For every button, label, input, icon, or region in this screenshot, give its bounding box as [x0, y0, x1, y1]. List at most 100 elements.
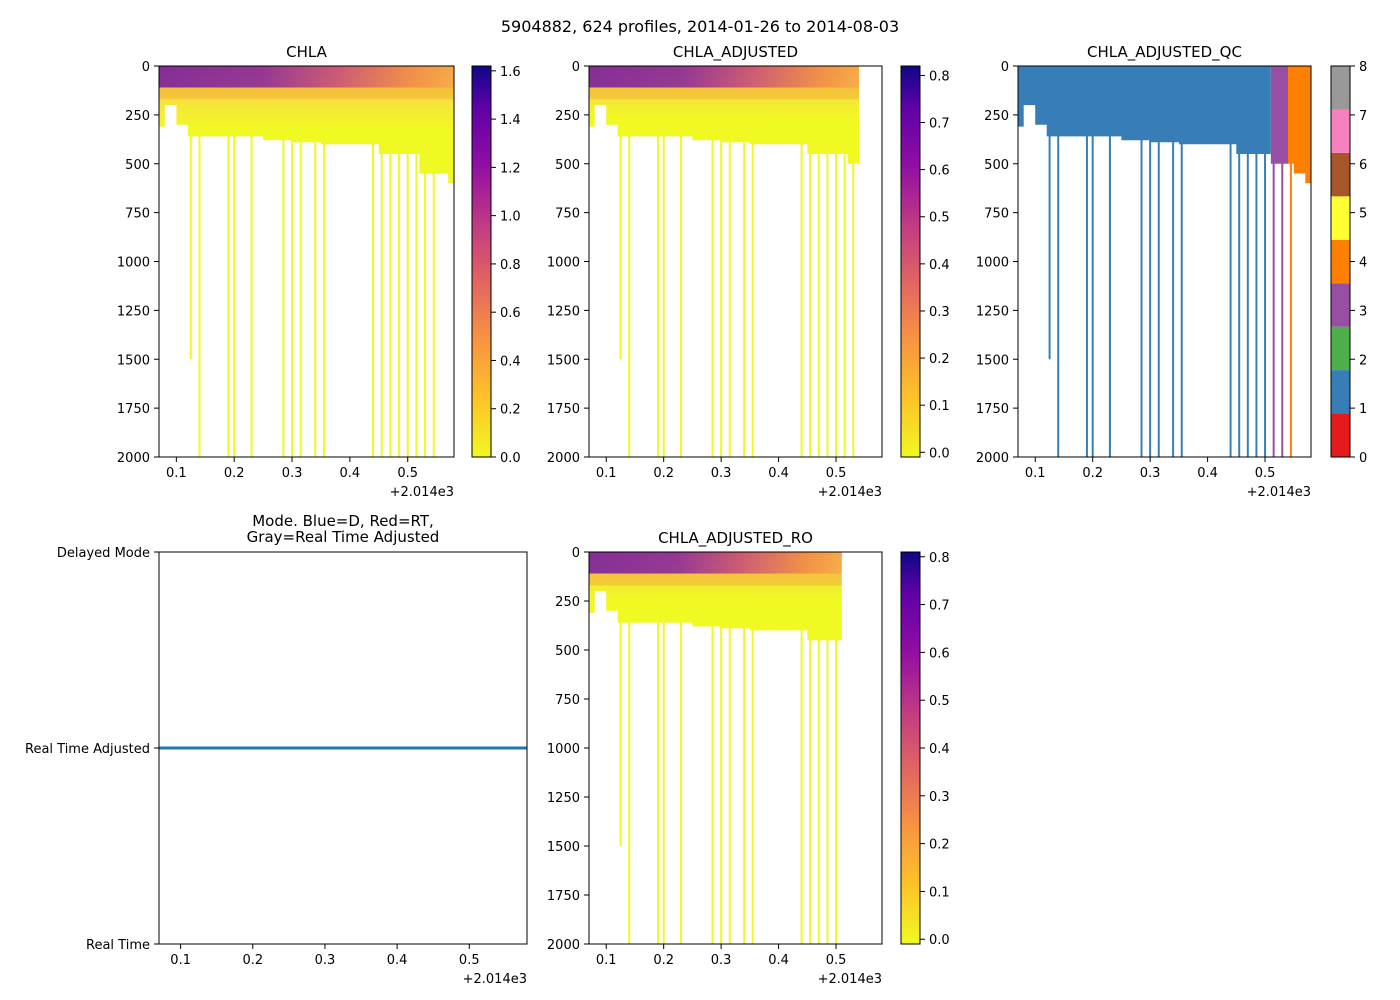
panel-chla_adjusted_qc: CHLA_ADJUSTED_QC025050075010001250150017…	[976, 43, 1367, 500]
colorbar-tick-label: 0.1	[929, 885, 950, 900]
colorbar-tick-label: 0.6	[500, 306, 521, 321]
y-tick-label: 1750	[976, 402, 1009, 417]
x-tick-label: 0.4	[340, 466, 361, 481]
x-offset-label: +2.014e3	[818, 972, 882, 987]
y-tick-label: 500	[555, 158, 580, 173]
y-tick-label: 250	[555, 595, 580, 610]
x-tick-label: 0.3	[282, 466, 303, 481]
colorbar-tick-label: 0.4	[929, 742, 950, 757]
x-tick-label: 0.4	[768, 953, 789, 968]
colorbar-tick-label: 3	[1359, 304, 1367, 319]
y-tick-label: 250	[125, 109, 150, 124]
plot-area	[159, 66, 454, 457]
colorbar-gradient	[472, 66, 491, 457]
colorbar-tick-label: 0.0	[929, 446, 950, 461]
x-tick-label: 0.3	[1140, 466, 1161, 481]
y-tick-label: 250	[555, 109, 580, 124]
axes-frame	[588, 551, 883, 945]
axes-frame	[158, 65, 455, 458]
y-tick-label: 1250	[117, 304, 150, 319]
x-offset-label: +2.014e3	[463, 972, 527, 987]
surface-band	[589, 552, 842, 574]
colorbar-band-5	[1331, 196, 1350, 240]
y-tick-label: 250	[984, 109, 1009, 124]
panel-title: CHLA	[286, 43, 327, 61]
subsurface-band	[589, 87, 860, 100]
colorbar-tick-label: 0.4	[500, 354, 521, 369]
x-tick-label: 0.5	[1255, 466, 1276, 481]
surface-band	[159, 66, 454, 88]
x-tick-label: 0.4	[387, 953, 408, 968]
colorbar-tick-label: 0.2	[929, 352, 950, 367]
y-tick-label: 750	[555, 207, 580, 222]
colorbar-tick-label: 5	[1359, 207, 1367, 222]
colorbar: 0.0 0.1 0.2 0.3 0.4 0.5 0.6 0.7 0.8	[900, 65, 950, 461]
colorbar-tick-label: 2	[1359, 353, 1367, 368]
colorbar-tick-label: 0.8	[929, 551, 950, 566]
x-offset-label: +2.014e3	[390, 485, 454, 500]
panel-chla_adjusted_ro: CHLA_ADJUSTED_RO 0 250 500 750 1000 1250 1500 17…	[547, 529, 950, 987]
x-tick-label: 0.3	[711, 953, 732, 968]
y-tick-label: Delayed Mode	[57, 546, 150, 561]
qc-region-1	[1018, 66, 1271, 154]
colorbar-tick-label: 0.5	[929, 694, 950, 709]
qc-region-3	[1270, 66, 1289, 164]
colorbar-tick-label: 0.0	[500, 451, 521, 466]
colorbar-band-6	[1331, 152, 1350, 197]
colorbar-tick-label: 1.0	[500, 210, 521, 225]
colorbar-band-2	[1331, 326, 1350, 371]
colorbar-frame	[471, 65, 492, 458]
y-tick-label: 0	[142, 60, 150, 75]
panel-chla: CHLA 0 250 500 750 1000 1250 1500 1750 2000 0.1 0.2…	[117, 43, 521, 500]
colorbar-tick-label: 0.0	[929, 933, 950, 948]
colorbar-tick-label: 1	[1359, 402, 1367, 417]
plot-area	[1018, 66, 1311, 457]
y-tick-label: 0	[572, 60, 580, 75]
x-tick-label: 0.2	[242, 953, 263, 968]
y-tick-label: 1500	[976, 353, 1009, 368]
x-tick-label: 0.2	[224, 466, 245, 481]
colorbar-band-4	[1331, 239, 1350, 284]
y-tick-label: 1750	[547, 402, 580, 417]
x-tick-label: 0.3	[711, 466, 732, 481]
colorbar-tick-label: 0.4	[929, 258, 950, 273]
panel-title-line-2: Gray=Real Time Adjusted	[247, 528, 440, 546]
x-tick-label: 0.4	[768, 466, 789, 481]
colorbar-tick-label: 0	[1359, 451, 1367, 466]
y-tick-label: 1000	[117, 256, 150, 271]
panel-title: CHLA_ADJUSTED_RO	[658, 529, 813, 548]
y-tick-label: 0	[572, 546, 580, 561]
y-tick-label: 1500	[547, 353, 580, 368]
panel-chla_adjusted: CHLA_ADJUSTED 0 250 500 750 1000 1250 1500 1750 2…	[547, 43, 950, 500]
colorbar-band-1	[1331, 370, 1350, 414]
y-tick-label: 1250	[976, 304, 1009, 319]
figure-suptitle: 5904882, 624 profiles, 2014-01-26 to 201…	[501, 17, 899, 36]
colorbar-tick-label: 0.1	[929, 399, 950, 414]
colorbar-band-3	[1331, 283, 1350, 327]
colorbar-tick-label: 0.6	[929, 646, 950, 661]
surface-band	[589, 66, 860, 88]
colorbar-tick-label: 6	[1359, 158, 1367, 173]
colorbar-band-0	[1331, 413, 1350, 457]
y-tick-label: Real Time Adjusted	[25, 742, 150, 757]
y-tick-label: 1250	[547, 304, 580, 319]
y-tick-label: 1750	[547, 889, 580, 904]
colorbar-gradient	[901, 552, 920, 944]
x-tick-label: 0.1	[596, 466, 617, 481]
x-tick-label: 0.1	[596, 953, 617, 968]
colorbar-band-7	[1331, 109, 1350, 153]
y-tick-label: 2000	[547, 451, 580, 466]
colorbar-band-8	[1331, 66, 1350, 110]
colorbar-tick-label: 4	[1359, 256, 1367, 271]
y-tick-label: 1500	[547, 840, 580, 855]
colorbar-tick-label: 0.3	[929, 790, 950, 805]
y-tick-label: 2000	[976, 451, 1009, 466]
colorbar-tick-label: 8	[1359, 60, 1367, 75]
x-tick-label: 0.5	[826, 953, 847, 968]
x-tick-label: 0.1	[170, 953, 191, 968]
colorbar-frame	[900, 65, 921, 458]
y-tick-label: Real Time	[86, 938, 150, 953]
plot-area	[589, 552, 842, 944]
x-offset-label: +2.014e3	[818, 485, 882, 500]
qc-region-4	[1288, 66, 1311, 184]
